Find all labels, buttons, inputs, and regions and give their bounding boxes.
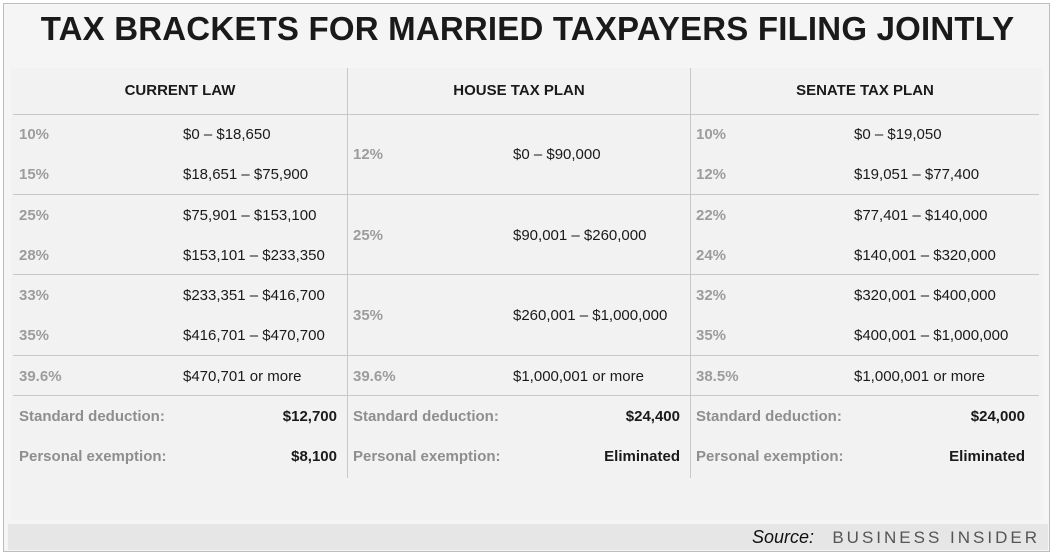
bracket-rate: 15%: [19, 166, 50, 183]
brand-logo: BUSINESS INSIDER: [832, 528, 1040, 547]
bracket-range: $77,401 – $140,000: [854, 207, 988, 224]
column-header: HOUSE TAX PLAN: [453, 82, 585, 99]
column-divider: [690, 68, 691, 478]
row-divider: [348, 395, 690, 396]
source-footer: Source: BUSINESS INSIDER: [8, 524, 1048, 550]
chart-title: TAX BRACKETS FOR MARRIED TAXPAYERS FILIN…: [40, 10, 1015, 47]
bracket-rate: 39.6%: [19, 368, 62, 385]
row-divider: [13, 274, 347, 275]
bracket-range: $320,001 – $400,000: [854, 287, 996, 304]
standard-deduction-value: $12,700: [282, 408, 337, 425]
bracket-rate: 28%: [19, 247, 50, 264]
bracket-rate: 35%: [19, 327, 50, 344]
bracket-range: $75,901 – $153,100: [183, 207, 317, 224]
bracket-range: $140,001 – $320,000: [854, 247, 996, 264]
bracket-range: $416,701 – $470,700: [183, 327, 325, 344]
column-header: CURRENT LAW: [124, 82, 236, 99]
personal-exemption-label: Personal exemption:: [696, 448, 844, 465]
row-divider: [13, 114, 347, 115]
bracket-range: $90,001 – $260,000: [513, 227, 647, 244]
column-header: SENATE TAX PLAN: [796, 82, 934, 99]
row-divider: [691, 395, 1039, 396]
personal-exemption-value: Eliminated: [604, 448, 680, 465]
column-house-plan: HOUSE TAX PLAN 12% $0 – $90,000 25% $90,…: [348, 68, 690, 478]
standard-deduction-value: $24,400: [625, 408, 680, 425]
bracket-range: $0 – $90,000: [513, 146, 601, 163]
personal-exemption-value: $8,100: [291, 448, 337, 465]
bracket-range: $1,000,001 or more: [854, 368, 985, 385]
row-divider: [13, 194, 347, 195]
bracket-rate: 25%: [19, 207, 50, 224]
bracket-rate: 32%: [696, 287, 727, 304]
bracket-rate: 35%: [353, 307, 384, 324]
row-divider: [691, 194, 1039, 195]
standard-deduction-label: Standard deduction:: [19, 408, 165, 425]
bracket-range: $19,051 – $77,400: [854, 166, 980, 183]
tax-table: CURRENT LAW 10% $0 – $18,650 15% $18,651…: [11, 68, 1043, 520]
bracket-rate: 35%: [696, 327, 727, 344]
bracket-rate: 33%: [19, 287, 50, 304]
row-divider: [348, 274, 690, 275]
row-divider: [691, 274, 1039, 275]
row-divider: [691, 114, 1039, 115]
bracket-range: $18,651 – $75,900: [183, 166, 309, 183]
bracket-rate: 12%: [696, 166, 727, 183]
bracket-rate: 10%: [696, 126, 727, 143]
column-senate-plan: SENATE TAX PLAN 10% $0 – $19,050 12% $19…: [691, 68, 1039, 478]
bracket-rate: 39.6%: [353, 368, 396, 385]
bracket-rate: 10%: [19, 126, 50, 143]
bracket-rate: 12%: [353, 146, 384, 163]
bracket-range: $1,000,001 or more: [513, 368, 644, 385]
personal-exemption-label: Personal exemption:: [353, 448, 501, 465]
standard-deduction-value: $24,000: [970, 408, 1025, 425]
row-divider: [13, 355, 347, 356]
source-label: Source:: [751, 527, 814, 547]
column-divider: [347, 68, 348, 478]
bracket-range: $260,001 – $1,000,000: [513, 307, 668, 324]
personal-exemption-label: Personal exemption:: [19, 448, 167, 465]
bracket-range: $233,351 – $416,700: [183, 287, 325, 304]
row-divider: [691, 355, 1039, 356]
bracket-range: $0 – $18,650: [183, 126, 271, 143]
bracket-rate: 22%: [696, 207, 727, 224]
chart-frame: TAX BRACKETS FOR MARRIED TAXPAYERS FILIN…: [3, 3, 1050, 552]
row-divider: [13, 395, 347, 396]
bracket-range: $400,001 – $1,000,000: [854, 327, 1009, 344]
bracket-rate: 24%: [696, 247, 727, 264]
personal-exemption-value: Eliminated: [949, 448, 1025, 465]
bracket-range: $0 – $19,050: [854, 126, 942, 143]
bracket-rate: 25%: [353, 227, 384, 244]
bracket-range: $153,101 – $233,350: [183, 247, 325, 264]
column-current-law: CURRENT LAW 10% $0 – $18,650 15% $18,651…: [13, 68, 347, 478]
standard-deduction-label: Standard deduction:: [353, 408, 499, 425]
row-divider: [348, 114, 690, 115]
standard-deduction-label: Standard deduction:: [696, 408, 842, 425]
row-divider: [348, 194, 690, 195]
bracket-rate: 38.5%: [696, 368, 739, 385]
row-divider: [348, 355, 690, 356]
bracket-range: $470,701 or more: [183, 368, 302, 385]
